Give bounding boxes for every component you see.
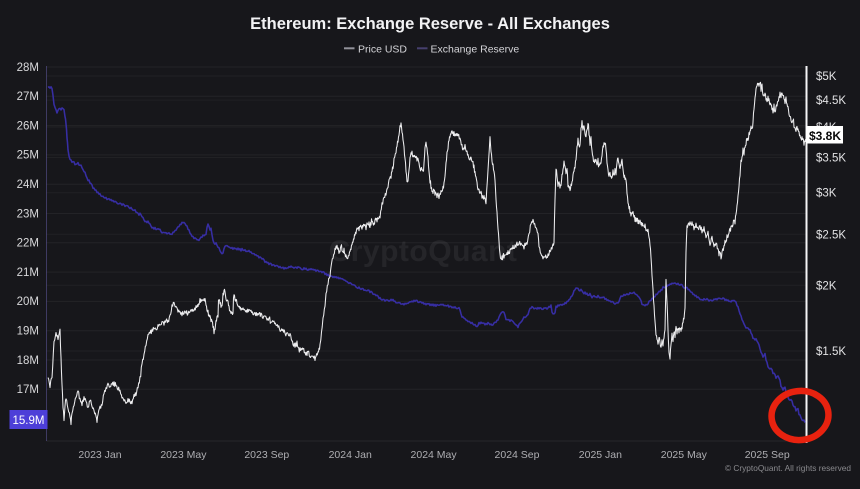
svg-text:22M: 22M [17,238,39,250]
svg-text:20M: 20M [17,296,39,308]
svg-text:26M: 26M [17,120,39,132]
svg-text:28M: 28M [17,62,39,74]
svg-text:18M: 18M [17,355,39,367]
svg-text:2025 Jan: 2025 Jan [579,449,622,461]
svg-text:19M: 19M [17,326,39,338]
svg-text:2025 May: 2025 May [661,449,708,461]
svg-text:27M: 27M [17,91,39,103]
svg-text:24M: 24M [17,179,39,191]
svg-text:Ethereum: Exchange Reserve - A: Ethereum: Exchange Reserve - All Exchang… [250,15,610,33]
svg-text:15.9M: 15.9M [13,415,45,427]
svg-text:Price USD: Price USD [358,43,407,55]
svg-text:2024 Sep: 2024 Sep [495,449,540,461]
svg-text:25M: 25M [17,150,39,162]
svg-text:17M: 17M [17,384,39,396]
svg-text:CryptoQuant: CryptoQuant [329,235,518,268]
svg-text:2023 Jan: 2023 Jan [78,449,121,461]
svg-text:$3.5K: $3.5K [816,153,846,165]
svg-text:2023 Sep: 2023 Sep [244,449,289,461]
svg-text:2024 May: 2024 May [411,449,458,461]
svg-text:2024 Jan: 2024 Jan [329,449,372,461]
svg-text:$2.5K: $2.5K [816,229,846,241]
svg-text:$4.5K: $4.5K [816,95,846,107]
svg-text:23M: 23M [17,208,39,220]
svg-text:2025 Sep: 2025 Sep [745,449,790,461]
svg-text:© CryptoQuant. All rights rese: © CryptoQuant. All rights reserved [725,463,851,473]
svg-text:$2K: $2K [816,280,837,292]
svg-text:21M: 21M [17,267,39,279]
svg-text:$3.8K: $3.8K [809,129,841,143]
svg-text:Exchange Reserve: Exchange Reserve [431,43,520,55]
svg-text:$1.5K: $1.5K [816,346,846,358]
svg-text:2023 May: 2023 May [160,449,207,461]
svg-text:$3K: $3K [816,188,837,200]
svg-text:$5K: $5K [816,71,837,83]
